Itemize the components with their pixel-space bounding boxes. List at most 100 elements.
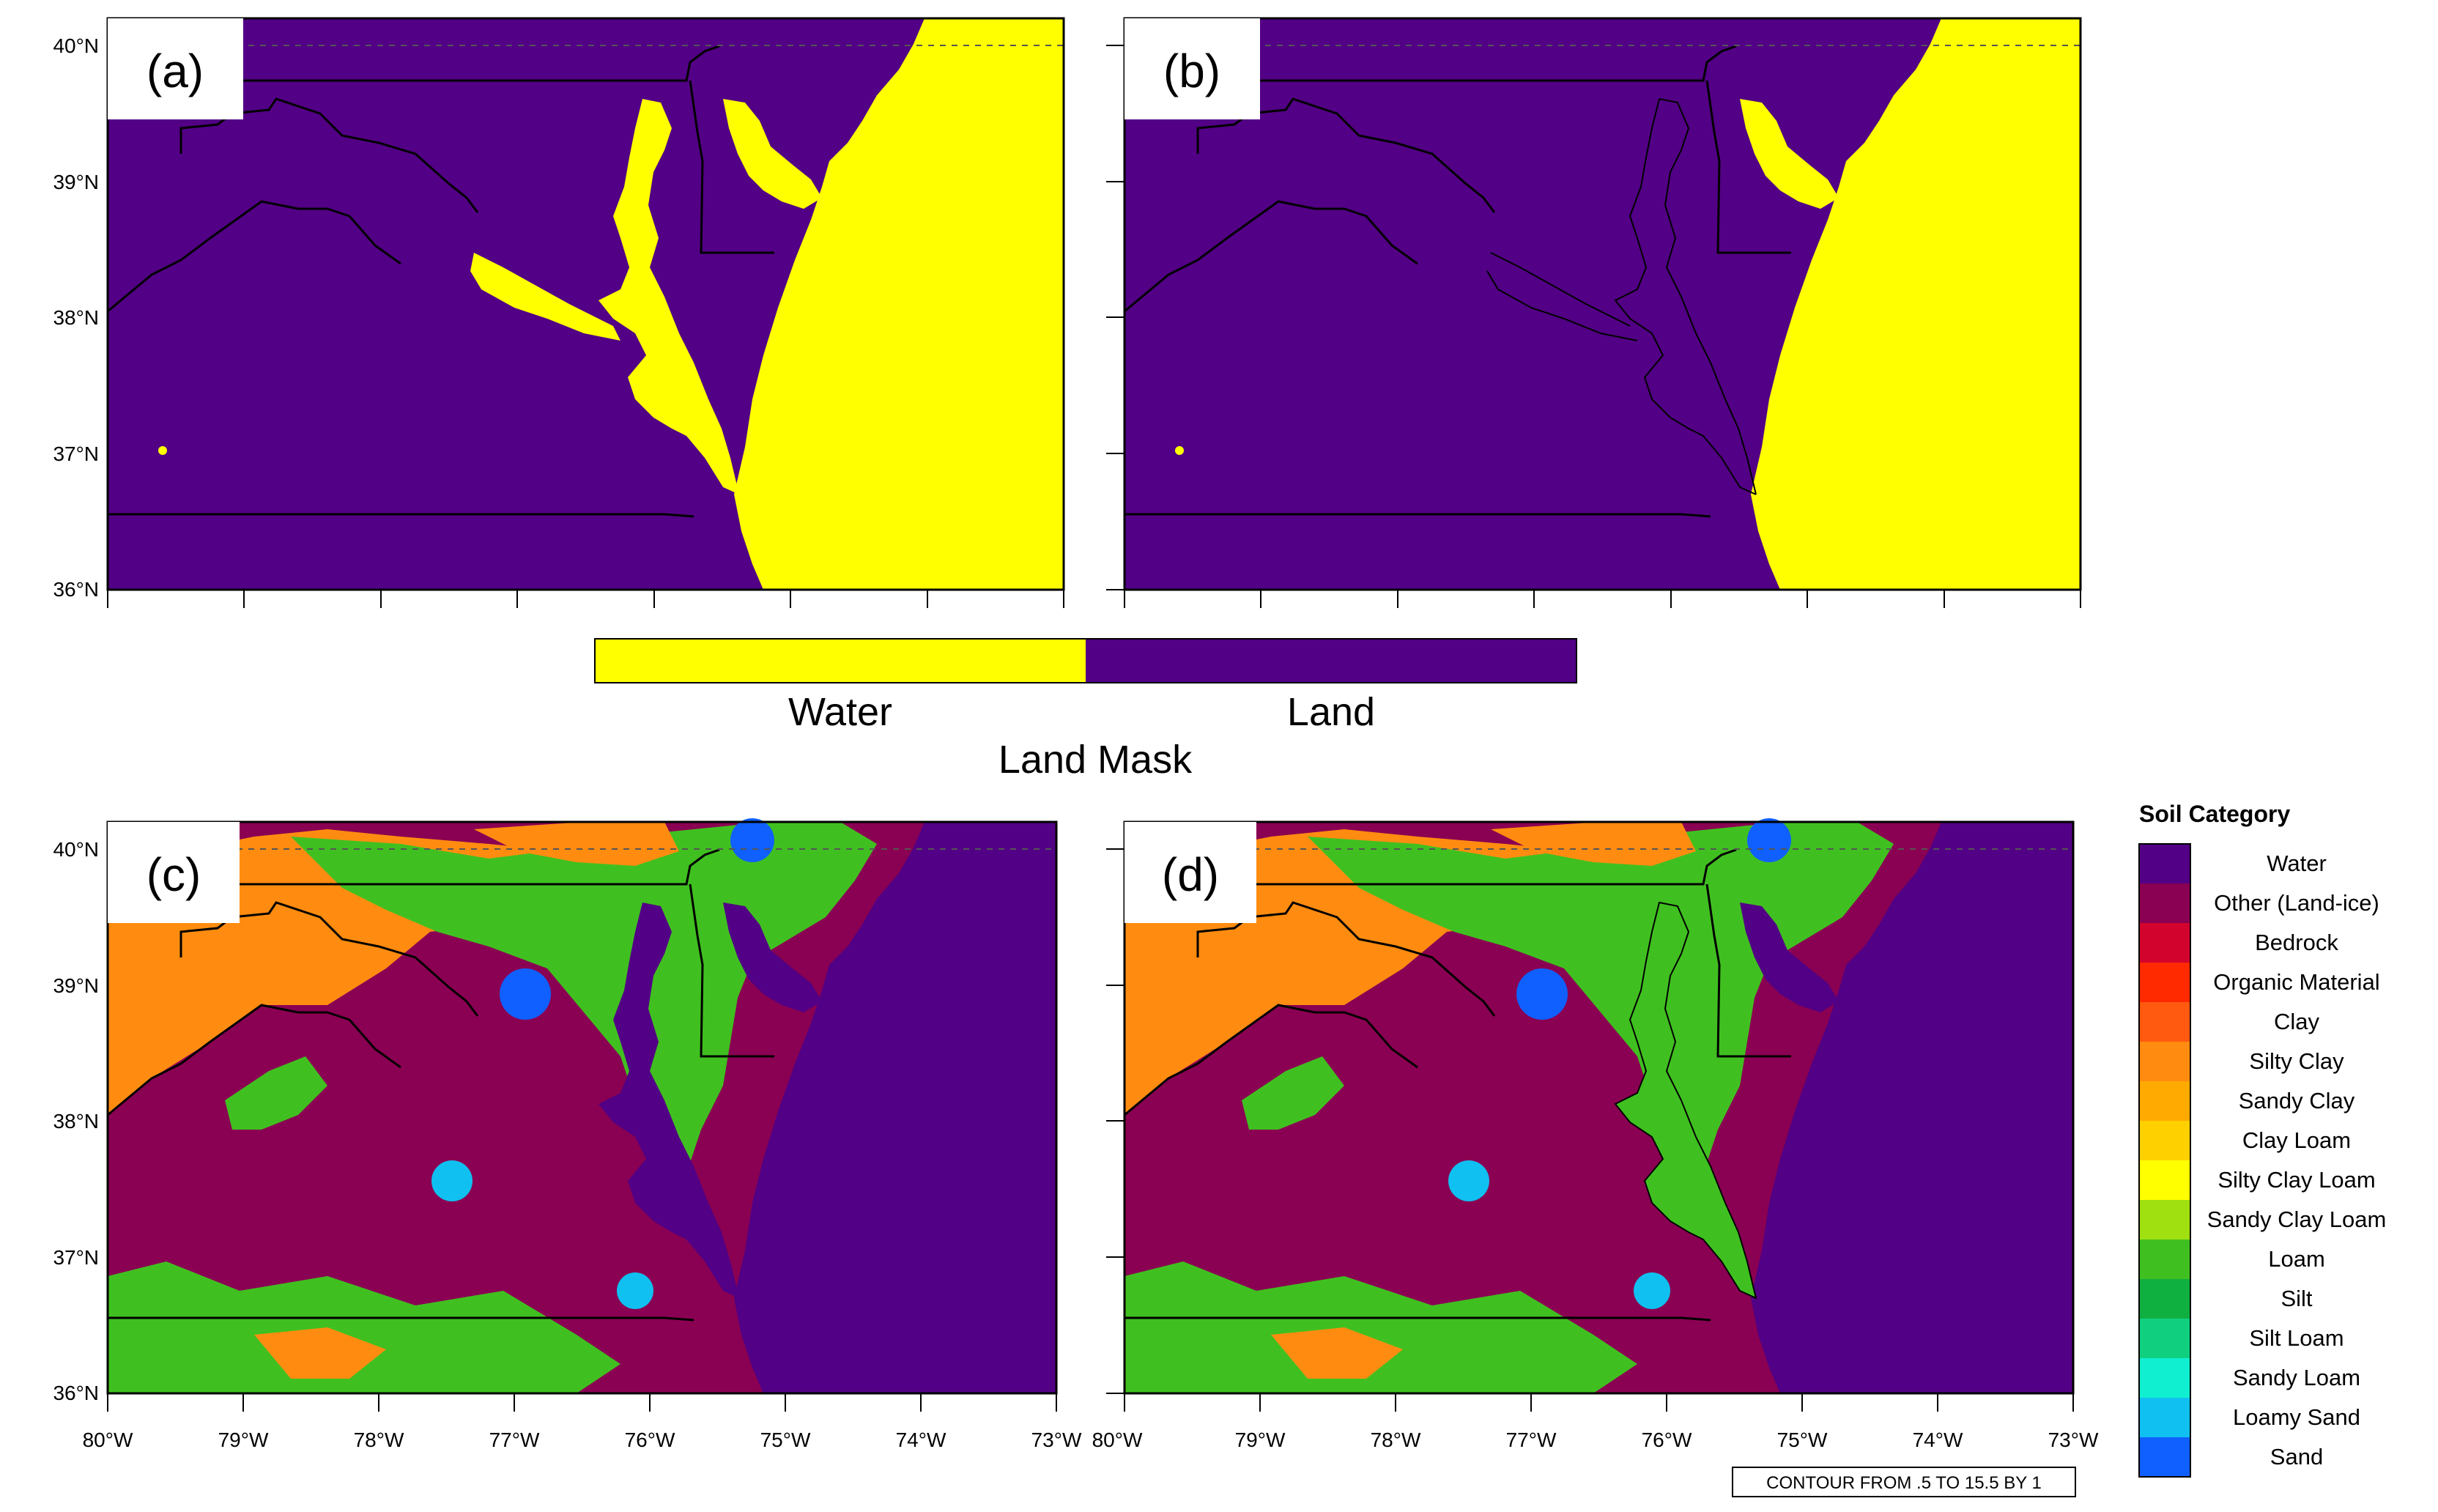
lat-tick-c-38: 38°N [53,1110,99,1133]
panel-a: (a) [106,17,1065,591]
soil-legend-swatch [2139,1319,2190,1358]
soil-legend-label: Silt Loam [2249,1325,2343,1351]
top-tick-marks [107,45,2081,608]
lat-tick-a-37: 37°N [53,442,99,465]
soil-legend-swatch [2139,1081,2190,1121]
soil-legend-label: Clay [2274,1009,2320,1034]
lon-tick-d-76: 76°W [1642,1428,1692,1451]
panel-d-label-box [1124,822,1256,923]
contour-note-box [1732,1467,2076,1497]
panel-d-orange-south [1271,1327,1403,1379]
panel-c-label-box [108,822,240,923]
panel-d-blue-coast [1634,1272,1670,1309]
colorbar-land-label: Land [1287,690,1375,734]
soil-legend-swatch [2139,923,2190,963]
lon-tick-d-74: 74°W [1913,1428,1963,1451]
lon-tick-d-78: 78°W [1371,1428,1421,1451]
soil-legend-items: Water Other (Land-ice) Bedrock Organic Mate… [2138,843,2387,1478]
lat-tick-c-39: 39°N [53,974,99,997]
bottom-tick-marks [107,848,2074,1412]
lon-tick-d-79: 79°W [1235,1428,1286,1451]
colorbar-water-swatch [595,639,1086,683]
lon-tick-d-77: 77°W [1506,1428,1557,1451]
soil-legend-label: Silty Clay Loam [2217,1167,2375,1193]
soil-legend-label: Water [2267,850,2327,876]
soil-legend-swatch [2139,1160,2190,1200]
soil-legend-title: Soil Category [2139,801,2290,827]
bottom-lat-axis: 40°N 39°N 38°N 37°N 36°N [53,838,99,1404]
panel-c-label: (c) [147,848,201,901]
panel-a-label: (a) [147,45,204,97]
colorbar-frame [594,638,1577,683]
soil-legend-label: Silt [2280,1286,2312,1311]
soil-legend-label: Loam [2268,1246,2325,1272]
panel-b-frame [1123,17,2082,591]
panel-c-frame [106,820,1058,1395]
panel-b-delaware-bay [1740,99,1839,209]
lon-tick-c-77: 77°W [489,1428,540,1451]
lon-tick-d-73: 73°W [2048,1428,2099,1451]
panel-b: (b) [1123,17,2082,591]
panel-d-frame [1123,820,2075,1395]
colorbar-water-label: Water [788,690,892,734]
soil-legend-swatch [2139,1239,2190,1279]
panel-b-label: (b) [1163,45,1220,97]
panel-b-lake-dot [1175,446,1184,455]
soil-legend-label: Silty Clay [2249,1048,2344,1074]
panel-d-orange-nj [1491,822,1696,866]
soil-legend-label: Clay Loam [2242,1127,2351,1153]
lon-tick-c-73: 73°W [1031,1428,1082,1451]
panel-a-frame [106,17,1065,591]
land-mask-colorbar: Water Land Land Mask [594,638,1577,782]
soil-legend-swatch [2139,963,2190,1002]
panel-c-blue-rich [431,1160,473,1201]
soil-legend-frame [2138,843,2191,1478]
panel-c-green-south [108,1261,620,1393]
soil-legend-label: Bedrock [2255,930,2338,955]
lon-tick-c-75: 75°W [760,1428,811,1451]
lon-axis-c: 80°W 79°W 78°W 77°W 76°W 75°W 74°W 73°W [83,1428,1082,1451]
soil-legend-swatch [2139,1200,2190,1239]
contour-note: CONTOUR FROM .5 TO 15.5 BY 1 [1732,1467,2076,1497]
colorbar-title: Land Mask [998,738,1193,782]
soil-legend-swatch [2139,1398,2190,1437]
panel-d-state-borders [1124,848,1791,1322]
panel-a-lake-dot [158,446,167,455]
lat-tick-c-40: 40°N [53,838,99,861]
soil-legend-label: Sandy Clay Loam [2207,1207,2387,1232]
lat-tick-a-36: 36°N [53,578,99,601]
panel-a-state-borders [107,45,774,518]
lat-tick-a-40: 40°N [53,34,99,57]
lon-tick-c-80: 80°W [83,1428,133,1451]
panel-d-bay-as-land [1614,901,1757,1300]
soil-legend-swatch [2139,1121,2190,1160]
panel-d-delaware-bay [1740,903,1839,1012]
soil-legend-label: Organic Material [2213,969,2379,995]
soil-legend-swatch [2139,1437,2190,1477]
panel-d-blue-north [1747,818,1791,862]
panel-a-potomac [470,253,620,341]
panel-d-label: (d) [1162,848,1219,901]
lon-tick-c-76: 76°W [625,1428,675,1451]
panel-b-state-borders [1124,45,1791,518]
panel-c-green-west [225,1056,327,1130]
soil-legend-label: Other (Land-ice) [2214,890,2379,916]
soil-legend-swatch [2139,1042,2190,1081]
soil-legend-label: Sand [2270,1444,2323,1470]
soil-legend-swatch [2139,844,2190,883]
lon-axis-d: 80°W 79°W 78°W 77°W 76°W 75°W 74°W 73°W [1092,1428,2099,1451]
panel-c-blue-coast [617,1272,653,1309]
lon-tick-c-78: 78°W [354,1428,404,1451]
lon-tick-d-80: 80°W [1092,1428,1143,1451]
panel-d-green-south [1124,1261,1637,1393]
panel-c: (c) [106,818,1058,1395]
soil-legend-swatch [2139,1279,2190,1319]
lon-tick-c-74: 74°W [896,1428,946,1451]
panel-a-label-box [108,18,243,119]
panel-c-chesapeake-bay [599,903,739,1298]
lon-tick-d-75: 75°W [1777,1428,1828,1451]
top-lat-axis: 40°N 39°N 38°N 37°N 36°N [53,34,99,601]
soil-legend-label: Sandy Loam [2233,1365,2360,1390]
panel-c-orange-south [254,1327,386,1379]
panel-c-blue-dc [500,968,551,1020]
